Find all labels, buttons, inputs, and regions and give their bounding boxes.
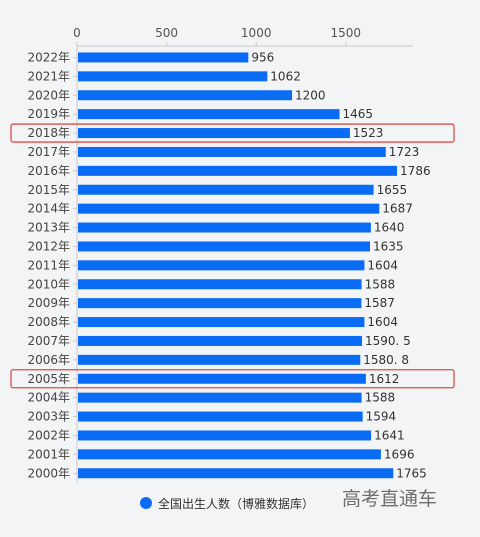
watermark-text: 高考直通车 <box>342 488 437 510</box>
bar[interactable] <box>78 52 249 63</box>
bar[interactable] <box>78 335 363 346</box>
data-label: 1465 <box>343 107 374 121</box>
x-axis: 0 500 1000 1500 <box>73 26 413 47</box>
x-tick-label: 1000 <box>241 26 272 40</box>
data-label: 1635 <box>373 239 404 253</box>
data-label: 1641 <box>374 428 405 442</box>
bar[interactable] <box>78 90 293 101</box>
legend[interactable]: 全国出生人数（博雅数据库） <box>140 496 314 511</box>
category-label: 2017年 <box>27 145 70 159</box>
bar[interactable] <box>78 260 365 271</box>
bar[interactable] <box>78 430 372 441</box>
bar[interactable] <box>78 71 268 82</box>
bar[interactable] <box>78 203 380 214</box>
category-label: 2018年 <box>27 126 70 140</box>
data-label: 1580. 8 <box>363 353 409 367</box>
data-label: 1594 <box>366 410 397 424</box>
bar[interactable] <box>78 279 362 290</box>
category-label: 2012年 <box>27 239 70 253</box>
category-label: 2002年 <box>27 428 70 442</box>
data-label: 1590. 5 <box>365 334 411 348</box>
category-label: 2003年 <box>27 410 70 424</box>
bar[interactable] <box>78 128 350 139</box>
data-label: 1640 <box>374 221 405 235</box>
legend-label: 全国出生人数（博雅数据库） <box>158 496 314 511</box>
highlight-box <box>10 369 455 389</box>
bar[interactable] <box>78 411 363 422</box>
data-label: 1655 <box>377 183 408 197</box>
bar[interactable] <box>78 222 371 233</box>
bar[interactable] <box>78 109 340 120</box>
bar[interactable] <box>78 298 362 309</box>
highlight-box <box>10 123 455 143</box>
x-tick-label: 1500 <box>331 26 362 40</box>
data-label: 1523 <box>353 126 384 140</box>
highlight-group <box>10 123 455 389</box>
data-label: 1786 <box>400 164 431 178</box>
data-label: 1587 <box>364 296 395 310</box>
data-label: 956 <box>251 50 274 64</box>
category-label: 2008年 <box>27 315 70 329</box>
category-label: 2020年 <box>27 88 70 102</box>
y-axis: 2022年 2021年 2020年 2019年 2018年 2017年 2016年 2015年… <box>27 46 78 483</box>
category-label: 2021年 <box>27 69 70 83</box>
category-label: 2022年 <box>27 50 70 64</box>
bar[interactable] <box>78 449 381 460</box>
data-label: 1200 <box>295 88 326 102</box>
bar[interactable] <box>78 354 361 365</box>
x-tick-label: 0 <box>73 26 81 40</box>
bar[interactable] <box>78 373 366 384</box>
category-label: 2016年 <box>27 164 70 178</box>
bar[interactable] <box>78 468 394 479</box>
category-label: 2014年 <box>27 202 70 216</box>
bars-group: 956 1062 1200 1465 1523 1723 1786 1655 1687 1640 1… <box>78 50 431 480</box>
category-label: 2001年 <box>27 447 70 461</box>
category-label: 2010年 <box>27 277 70 291</box>
bar[interactable] <box>78 184 374 195</box>
data-label: 1604 <box>367 258 398 272</box>
category-label: 2011年 <box>27 258 70 272</box>
category-label: 2005年 <box>27 372 70 386</box>
category-label: 2000年 <box>27 466 70 480</box>
bar[interactable] <box>78 241 370 252</box>
legend-marker <box>140 497 152 509</box>
category-label: 2009年 <box>27 296 70 310</box>
data-label: 1723 <box>389 145 420 159</box>
x-tick-label: 500 <box>155 26 178 40</box>
category-label: 2015年 <box>27 183 70 197</box>
data-label: 1612 <box>369 372 400 386</box>
bar[interactable] <box>78 165 398 176</box>
data-label: 1696 <box>384 447 415 461</box>
category-label: 2019年 <box>27 107 70 121</box>
category-label: 2004年 <box>27 391 70 405</box>
category-label: 2007年 <box>27 334 70 348</box>
data-label: 1062 <box>270 69 301 83</box>
data-label: 1588 <box>365 391 396 405</box>
bar[interactable] <box>78 146 386 157</box>
data-label: 1765 <box>396 466 427 480</box>
category-label: 2006年 <box>27 353 70 367</box>
category-label: 2013年 <box>27 221 70 235</box>
data-label: 1588 <box>365 277 396 291</box>
data-label: 1687 <box>382 202 413 216</box>
data-label: 1604 <box>367 315 398 329</box>
bar[interactable] <box>78 392 362 403</box>
bar[interactable] <box>78 317 365 328</box>
